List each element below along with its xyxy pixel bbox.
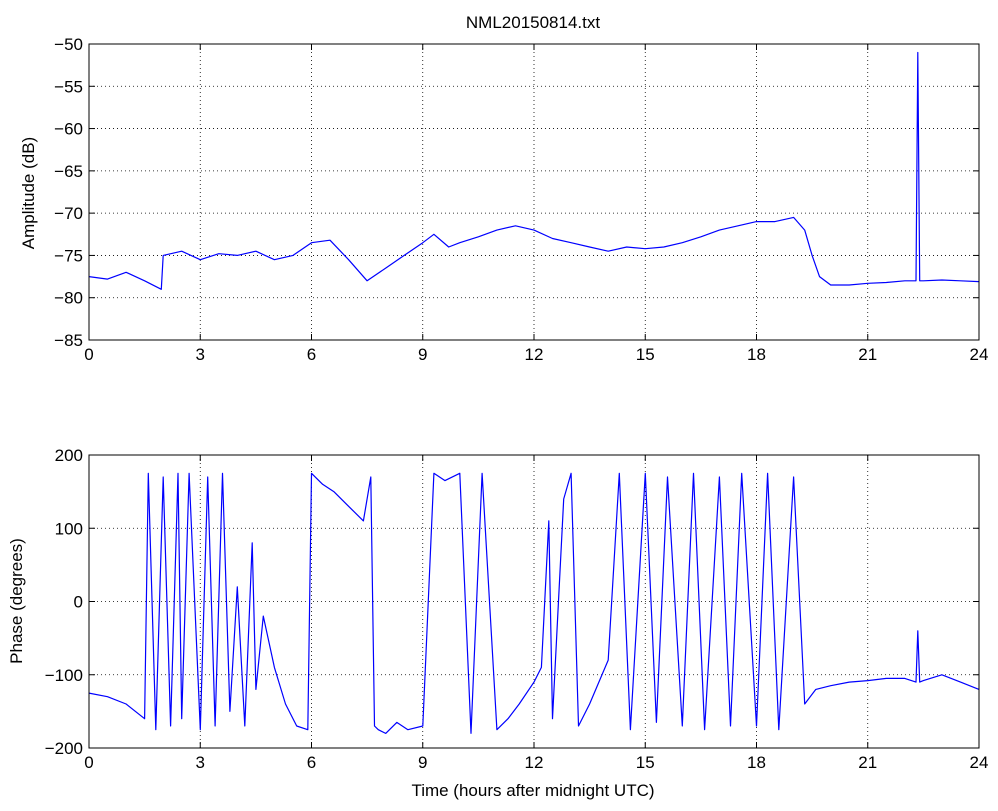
phase-y-axis-label: Phase (degrees) — [7, 538, 26, 664]
amplitude-y-tick-label: −70 — [54, 204, 83, 223]
phase-x-tick-label: 15 — [636, 753, 655, 772]
amplitude-x-tick-label: 15 — [636, 345, 655, 364]
phase-y-tick-label: 0 — [74, 593, 83, 612]
amplitude-y-tick-label: −75 — [54, 246, 83, 265]
phase-x-tick-label: 9 — [418, 753, 427, 772]
amplitude-x-tick-label: 24 — [970, 345, 989, 364]
phase-series-line — [88, 472, 980, 734]
amplitude-x-tick-label: 18 — [747, 345, 766, 364]
amplitude-y-axis-label: Amplitude (dB) — [19, 137, 38, 249]
amplitude-x-tick-label: 6 — [307, 345, 316, 364]
phase-x-axis-label: Time (hours after midnight UTC) — [411, 781, 654, 800]
phase-y-tick-label: −100 — [45, 666, 83, 685]
amplitude-y-tick-label: −50 — [54, 35, 83, 54]
amplitude-series-line — [88, 51, 980, 290]
figure-title: NML20150814.txt — [466, 13, 600, 32]
phase-x-tick-label: 6 — [307, 753, 316, 772]
amplitude-y-tick-label: −60 — [54, 120, 83, 139]
amplitude-x-tick-label: 0 — [84, 345, 93, 364]
amplitude-x-tick-label: 12 — [525, 345, 544, 364]
phase-x-tick-label: 3 — [196, 753, 205, 772]
amplitude-y-tick-label: −85 — [54, 331, 83, 350]
amplitude-x-tick-label: 3 — [196, 345, 205, 364]
phase-plot: 0 3 6 9 12 15 18 21 24 −200 −100 0 100 200 — [45, 446, 989, 772]
phase-x-tick-label: 12 — [525, 753, 544, 772]
phase-y-tick-label: 100 — [55, 519, 83, 538]
phase-x-tick-label: 0 — [84, 753, 93, 772]
amplitude-y-tick-label: −55 — [54, 77, 83, 96]
phase-y-tick-label: 200 — [55, 446, 83, 465]
amplitude-x-tick-label: 21 — [858, 345, 877, 364]
amplitude-plot: 0 3 6 9 12 15 18 21 24 −85 −80 −75 −70 −65 −60 −55 −50 — [54, 35, 988, 364]
amplitude-y-tick-label: −65 — [54, 162, 83, 181]
phase-x-tick-label: 18 — [747, 753, 766, 772]
phase-x-tick-label: 21 — [858, 753, 877, 772]
phase-y-tick-label: −200 — [45, 739, 83, 758]
amplitude-x-tick-label: 9 — [418, 345, 427, 364]
phase-x-tick-label: 24 — [970, 753, 989, 772]
amplitude-y-tick-label: −80 — [54, 289, 83, 308]
